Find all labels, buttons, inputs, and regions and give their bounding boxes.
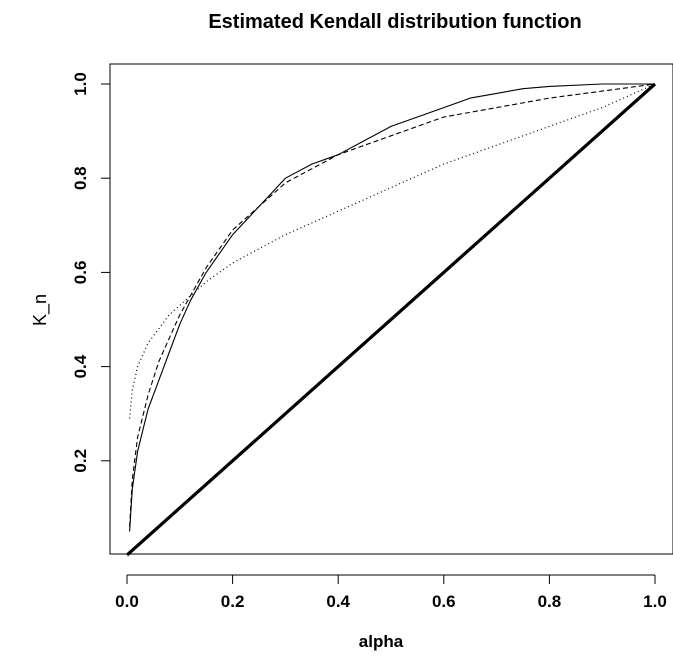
x-tick-label: 0.2 bbox=[221, 592, 245, 611]
x-axis-label: alpha bbox=[359, 632, 404, 651]
series-layer bbox=[125, 82, 657, 557]
series-line-dotted bbox=[129, 83, 656, 419]
y-tick-label: 1.0 bbox=[71, 72, 90, 96]
x-tick-label: 1.0 bbox=[643, 592, 667, 611]
chart-title: Estimated Kendall distribution function bbox=[208, 11, 581, 33]
y-axis: 0.2 0.4 0.6 0.8 1.0 bbox=[71, 72, 111, 473]
y-tick-label: 0.2 bbox=[71, 449, 90, 473]
plot-frame bbox=[109, 63, 673, 555]
series-line-thick-solid bbox=[125, 82, 657, 557]
x-tick-label: 0.4 bbox=[326, 592, 350, 611]
series-line-dashed bbox=[129, 83, 656, 527]
y-tick-label: 0.4 bbox=[71, 354, 90, 378]
y-axis-label: K_n bbox=[30, 294, 51, 326]
x-axis: 0.0 0.2 0.4 0.6 0.8 1.0 bbox=[115, 574, 667, 611]
x-tick-label: 0.8 bbox=[538, 592, 562, 611]
y-tick-label: 0.8 bbox=[71, 166, 90, 190]
series-line-solid bbox=[129, 83, 655, 532]
y-tick-label: 0.6 bbox=[71, 261, 90, 285]
x-tick-label: 0.6 bbox=[432, 592, 456, 611]
x-tick-label: 0.0 bbox=[115, 592, 139, 611]
